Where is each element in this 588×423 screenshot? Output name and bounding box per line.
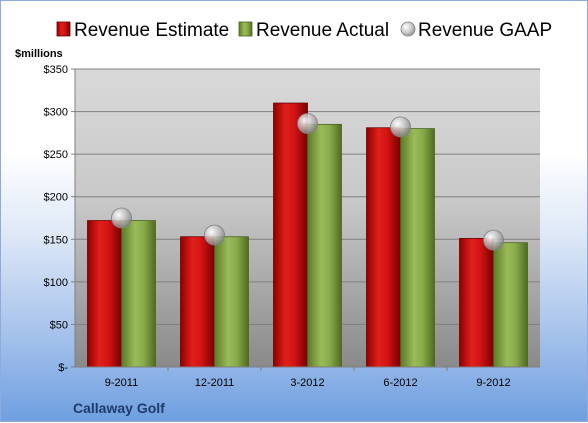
bars (87, 102, 528, 368)
marker-revenue-gaap (483, 229, 504, 251)
legend-label: Revenue GAAP (418, 20, 552, 41)
y-tick-label: $- (58, 362, 68, 374)
x-tick-label: 9-2011 (105, 377, 138, 389)
bar-revenue-actual (307, 123, 342, 368)
y-tick-label: $300 (44, 107, 68, 119)
bar-revenue-estimate (366, 127, 401, 368)
gaap-markers (111, 113, 504, 251)
x-tick-label: 6-2012 (383, 377, 417, 389)
x-axis-ticks: 9-2011 12-2011 3-2012 6-2012 9-2012 (75, 366, 540, 389)
marker-revenue-gaap (390, 116, 411, 138)
y-tick-label: $150 (44, 234, 68, 246)
x-tick-label: 9-2012 (476, 377, 510, 389)
x-tick-label: 3-2012 (290, 377, 324, 389)
legend: Revenue Estimate Revenue Actual Revenue GA… (56, 20, 552, 41)
y-tick-label: $50 (50, 319, 68, 331)
bar-revenue-estimate (273, 102, 308, 368)
legend-label: Revenue Actual (256, 20, 389, 41)
x-tick-label: 12-2011 (195, 377, 235, 389)
bar-revenue-actual (214, 236, 249, 368)
company-name: Callaway Golf (73, 400, 165, 416)
y-axis-ticks: $- $50 $100 $150 $200 $250 $300 $350 (44, 64, 76, 374)
bar-revenue-actual (400, 128, 435, 368)
legend-swatch (56, 21, 71, 37)
legend-swatch (238, 21, 253, 37)
legend-swatch-gaap (400, 21, 416, 37)
marker-revenue-gaap (297, 113, 318, 134)
marker-revenue-gaap (111, 207, 132, 229)
bar-revenue-estimate (459, 238, 494, 368)
y-unit-label: $millions (15, 48, 63, 60)
bar-revenue-estimate (87, 220, 122, 368)
y-tick-label: $100 (44, 277, 68, 289)
y-tick-label: $350 (44, 64, 68, 76)
y-tick-label: $250 (44, 149, 68, 161)
legend-label: Revenue Estimate (74, 20, 229, 41)
bar-revenue-actual (121, 220, 156, 368)
marker-revenue-gaap (204, 224, 225, 246)
y-tick-label: $200 (44, 192, 68, 204)
bar-revenue-actual (493, 242, 528, 368)
bar-revenue-estimate (180, 236, 215, 368)
